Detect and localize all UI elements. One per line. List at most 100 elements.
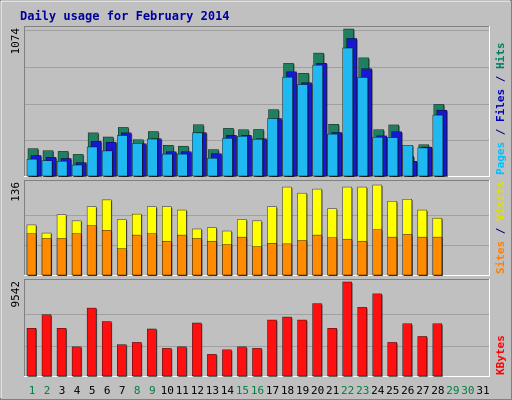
bar-kbytes	[132, 342, 142, 377]
bar-kbytes	[432, 323, 443, 377]
bar-pages	[101, 150, 113, 177]
bar-pages	[41, 160, 53, 177]
bar-pages	[357, 77, 368, 177]
bar-pages	[327, 133, 338, 177]
x-tick-label: 21	[326, 384, 339, 397]
bar-pages	[267, 118, 278, 177]
y-max-label: 136	[9, 182, 22, 202]
bar-kbytes	[162, 348, 172, 377]
legend-entry: Visits	[494, 181, 507, 221]
bar-kbytes	[222, 349, 232, 377]
bar-sites	[147, 233, 157, 276]
bar-pages	[177, 153, 188, 177]
x-tick-label: 2	[44, 384, 51, 397]
bar-sites	[177, 234, 187, 276]
bar-kbytes	[41, 314, 52, 377]
bar-sites	[282, 243, 292, 276]
bar-pages	[192, 132, 203, 177]
bar-sites	[192, 238, 202, 276]
bar-sites	[86, 225, 97, 276]
bar-kbytes	[26, 328, 37, 377]
bar-sites	[297, 240, 307, 276]
bar-sites	[26, 233, 37, 276]
x-tick-label: 22	[341, 384, 354, 397]
x-tick-label: 3	[59, 384, 66, 397]
bar-sites	[312, 234, 322, 276]
bar-sites	[402, 234, 413, 276]
x-tick-label: 9	[149, 384, 156, 397]
x-tick-label: 1	[29, 384, 36, 397]
bar-kbytes	[237, 346, 247, 377]
legend-entry: Pages	[494, 142, 507, 175]
bar-pages	[342, 47, 353, 177]
x-tick-label: 30	[461, 384, 474, 397]
bar-pages	[71, 164, 83, 177]
bar-kbytes	[357, 307, 367, 377]
x-tick-label: 19	[296, 384, 309, 397]
bar-sites	[357, 240, 367, 276]
bar-pages	[147, 138, 158, 177]
bar-sites	[252, 246, 262, 276]
x-tick-label: 17	[266, 384, 279, 397]
x-tick-label: 4	[74, 384, 81, 397]
bar-pages	[402, 145, 414, 177]
x-tick-label: 15	[236, 384, 249, 397]
x-tick-label: 11	[176, 384, 189, 397]
bar-sites	[207, 240, 217, 276]
x-tick-label: 8	[134, 384, 141, 397]
bar-sites	[327, 237, 337, 276]
x-tick-label: 7	[119, 384, 126, 397]
bar-kbytes	[252, 348, 262, 377]
bar-pages	[297, 84, 308, 177]
bar-kbytes	[402, 323, 413, 377]
x-tick-label: 31	[476, 384, 489, 397]
bar-pages	[56, 161, 68, 177]
x-tick-label: 20	[311, 384, 324, 397]
bar-kbytes	[387, 342, 397, 377]
legend-entry: Files	[494, 89, 507, 122]
x-tick-label: 29	[446, 384, 459, 397]
bar-pages	[252, 139, 263, 177]
bar-pages	[207, 158, 218, 177]
bar-pages	[132, 143, 143, 177]
x-tick-label: 24	[371, 384, 385, 397]
x-tick-label: 28	[431, 384, 444, 397]
x-tick-label: 14	[221, 384, 235, 397]
bar-pages	[387, 137, 398, 177]
bar-sites	[417, 236, 428, 276]
bar-kbytes	[116, 344, 127, 377]
bar-sites	[41, 238, 52, 276]
bar-sites	[162, 240, 172, 276]
bar-kbytes	[297, 319, 307, 377]
bar-kbytes	[56, 328, 67, 377]
bar-pages	[417, 147, 429, 177]
bar-kbytes	[86, 307, 97, 377]
bar-pages	[222, 138, 233, 177]
x-tick-label: 16	[251, 384, 264, 397]
bar-pages	[86, 146, 98, 177]
y-max-label: 1074	[9, 28, 22, 55]
legend-entry: Hits	[494, 43, 507, 70]
bar-kbytes	[267, 319, 277, 377]
bar-pages	[162, 153, 173, 177]
x-tick-label: 13	[206, 384, 219, 397]
bar-kbytes	[312, 303, 322, 377]
bar-pages	[26, 158, 38, 177]
bar-kbytes	[71, 346, 82, 377]
legend-entry: Sites	[494, 241, 507, 274]
x-tick-label: 10	[161, 384, 174, 397]
bar-kbytes	[282, 316, 292, 377]
bar-kbytes	[101, 321, 112, 377]
bar-sites	[432, 236, 443, 276]
bar-sites	[101, 230, 112, 276]
legend: KBytes	[494, 335, 507, 375]
panel-visits: 136 Sites / Visits	[9, 180, 507, 276]
bar-pages	[237, 136, 248, 177]
panel-traffic: 1074 Pages / Files / Hits	[9, 26, 507, 178]
bar-pages	[432, 114, 444, 177]
x-tick-label: 26	[401, 384, 414, 397]
x-tick-label: 27	[416, 384, 429, 397]
bar-sites	[56, 238, 67, 276]
